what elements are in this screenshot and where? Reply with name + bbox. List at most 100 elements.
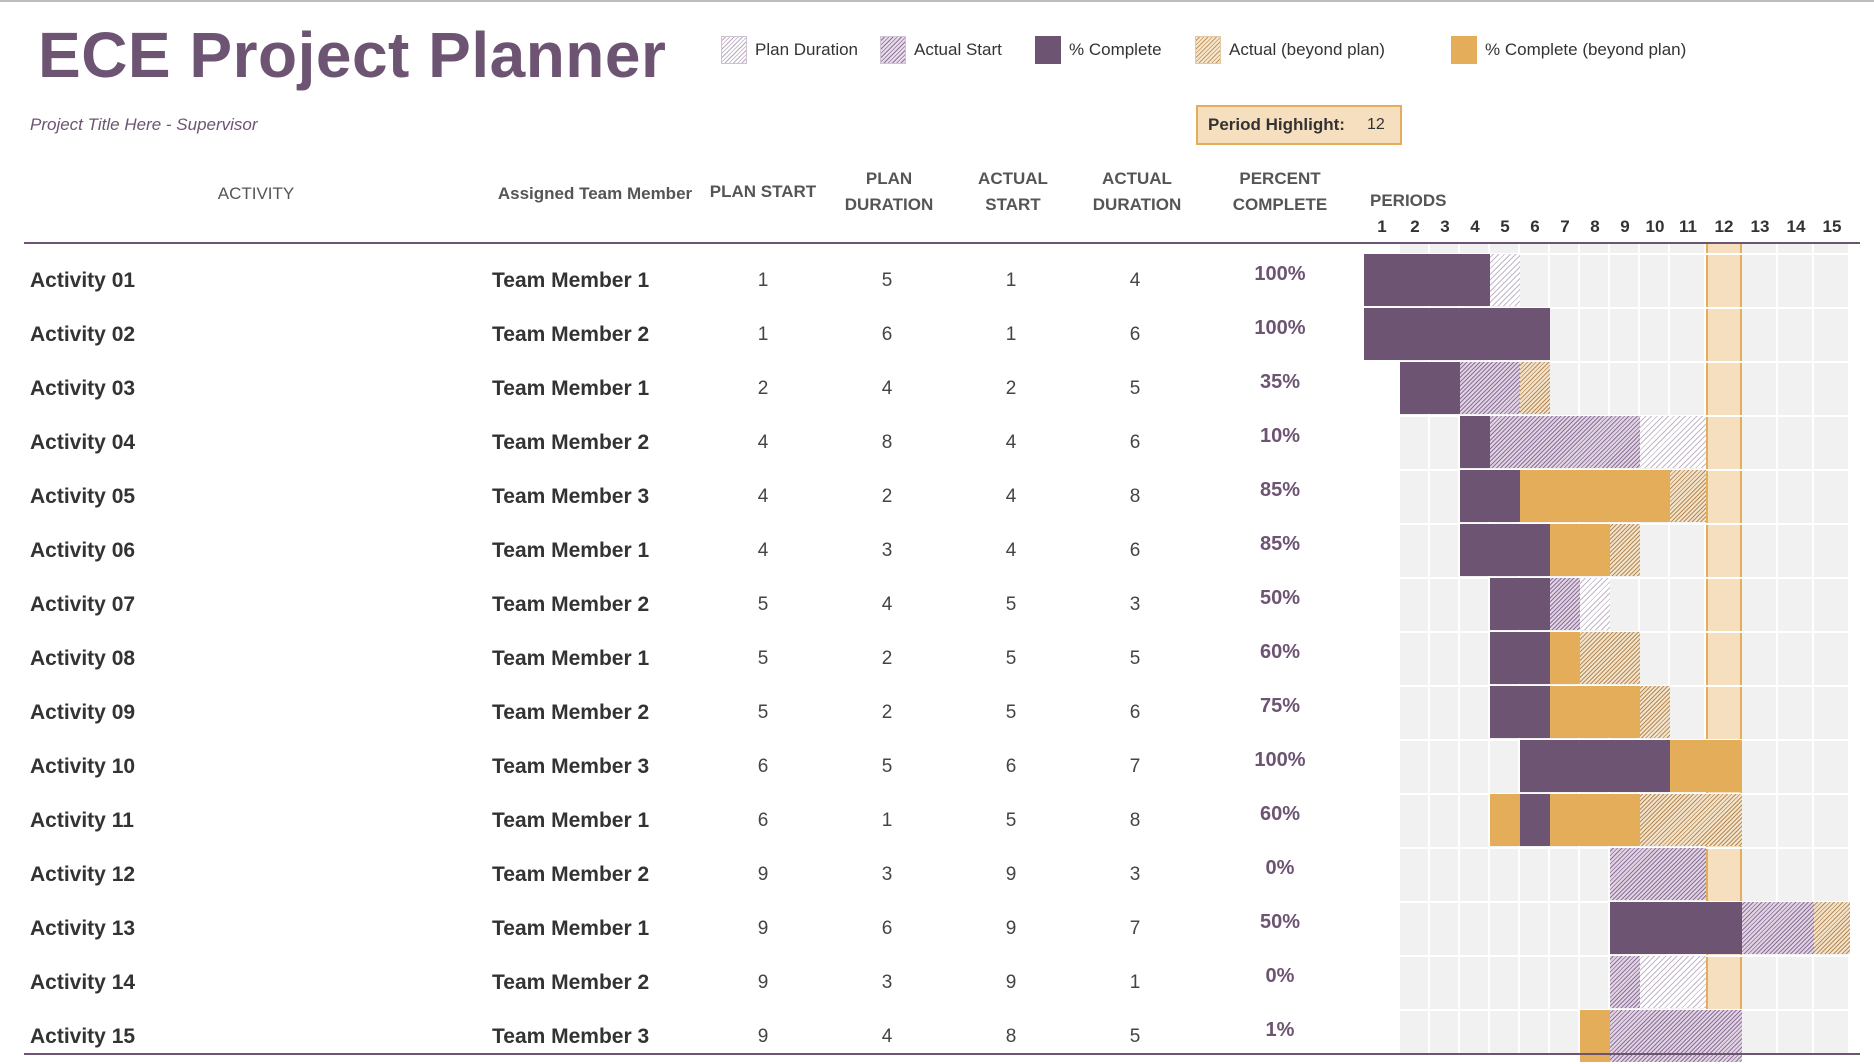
- percent-complete-value: 0%: [1265, 965, 1295, 987]
- header-percent-complete: PERCENT COMPLETE: [1225, 166, 1335, 218]
- plan-start-value: 2: [757, 378, 769, 399]
- table-row[interactable]: Activity 04 Team Member 2 4 8 4 6 10%: [0, 416, 1364, 470]
- row-separator: [1364, 361, 1860, 363]
- legend-pct-complete: % Complete: [1035, 36, 1162, 64]
- percent-beyond-bar: [1490, 794, 1520, 846]
- table-row[interactable]: Activity 03 Team Member 1 2 4 2 5 35%: [0, 362, 1364, 416]
- table-row[interactable]: Activity 15 Team Member 3 9 4 8 5 1%: [0, 1010, 1364, 1064]
- header-actual-duration: ACTUAL DURATION: [1082, 166, 1192, 218]
- percent-complete-bar: [1520, 740, 1670, 792]
- percent-complete-value: 100%: [1254, 263, 1306, 285]
- table-row[interactable]: Activity 08 Team Member 1 5 2 5 5 60%: [0, 632, 1364, 686]
- plan-start-value: 6: [757, 810, 769, 831]
- period-highlight-label: Period Highlight:: [1208, 115, 1345, 134]
- actual-beyond-bar: [1520, 362, 1550, 414]
- actual-duration-value: 6: [1129, 540, 1141, 561]
- period-highlight-value[interactable]: 12: [1366, 116, 1385, 133]
- percent-complete-value: 100%: [1254, 317, 1306, 339]
- pct-complete-swatch-icon: [1035, 36, 1061, 64]
- table-row[interactable]: Activity 05 Team Member 3 4 2 4 8 85%: [0, 470, 1364, 524]
- plan-duration-value: 4: [881, 594, 893, 615]
- percent-complete-value: 0%: [1265, 857, 1295, 879]
- actual-start-value: 4: [1005, 432, 1017, 453]
- actual-beyond-swatch-icon: [1195, 36, 1221, 64]
- header-plan-start: PLAN START: [709, 182, 817, 201]
- header-line: ACTUAL: [978, 169, 1048, 188]
- table-row[interactable]: Activity 02 Team Member 2 1 6 1 6 100%: [0, 308, 1364, 362]
- gantt-grid: [1364, 244, 1860, 1062]
- assigned-member: Team Member 1: [492, 809, 650, 832]
- activity-name: Activity 14: [30, 971, 136, 994]
- activity-name: Activity 10: [30, 755, 136, 778]
- percent-beyond-bar: [1670, 740, 1742, 792]
- actual-duration-value: 7: [1129, 756, 1141, 777]
- percent-complete-value: 10%: [1259, 425, 1301, 447]
- header-actual-start: ACTUAL START: [958, 166, 1068, 218]
- percent-complete-bar: [1460, 416, 1490, 468]
- percent-complete-value: 85%: [1259, 533, 1301, 555]
- plan-duration-value: 4: [881, 378, 893, 399]
- activity-name: Activity 07: [30, 593, 136, 616]
- assigned-member: Team Member 2: [492, 971, 650, 994]
- actual-duration-value: 7: [1129, 918, 1141, 939]
- activity-name: Activity 09: [30, 701, 136, 724]
- percent-complete-value: 75%: [1259, 695, 1301, 717]
- plan-start-value: 1: [757, 324, 769, 345]
- assigned-member: Team Member 1: [492, 917, 650, 940]
- table-row[interactable]: Activity 10 Team Member 3 6 5 6 7 100%: [0, 740, 1364, 794]
- header-line: ACTUAL: [1102, 169, 1172, 188]
- period-number: 3: [1440, 217, 1450, 236]
- percent-complete-bar: [1490, 632, 1550, 684]
- percent-complete-value: 50%: [1259, 587, 1301, 609]
- period-number: 15: [1822, 217, 1842, 236]
- plan-start-value: 1: [757, 270, 769, 291]
- percent-complete-value: 60%: [1259, 641, 1301, 663]
- actual-duration-value: 5: [1129, 648, 1141, 669]
- percent-complete-bar: [1610, 902, 1742, 954]
- legend-label: Actual (beyond plan): [1229, 40, 1385, 59]
- percent-complete-bar: [1520, 794, 1550, 846]
- plan-duration-value: 1: [881, 810, 893, 831]
- plan-start-value: 9: [757, 864, 769, 885]
- header-line: START: [985, 195, 1041, 214]
- actual-start-value: 1: [1005, 324, 1017, 345]
- plan-duration-value: 3: [881, 972, 893, 993]
- assigned-member: Team Member 1: [492, 269, 650, 292]
- table-row[interactable]: Activity 06 Team Member 1 4 3 4 6 85%: [0, 524, 1364, 578]
- legend-actual-start: Actual Start: [880, 36, 1002, 64]
- actual-start-value: 1: [1005, 270, 1017, 291]
- assigned-member: Team Member 2: [492, 593, 650, 616]
- plan-duration-value: 6: [881, 918, 893, 939]
- plan-duration-value: 4: [881, 1026, 893, 1047]
- actual-duration-value: 8: [1129, 810, 1141, 831]
- table-row[interactable]: Activity 07 Team Member 2 5 4 5 3 50%: [0, 578, 1364, 632]
- table-row[interactable]: Activity 14 Team Member 2 9 3 9 1 0%: [0, 956, 1364, 1010]
- activity-name: Activity 13: [30, 917, 136, 940]
- table-row[interactable]: Activity 11 Team Member 1 6 1 5 8 60%: [0, 794, 1364, 848]
- row-separator: [1364, 253, 1860, 255]
- legend-pct-beyond: % Complete (beyond plan): [1451, 36, 1686, 64]
- assigned-member: Team Member 3: [492, 1025, 650, 1048]
- actual-start-value: 5: [1005, 594, 1017, 615]
- top-border: [0, 0, 1874, 2]
- percent-complete-bar: [1364, 254, 1490, 306]
- period-number: 8: [1590, 217, 1600, 236]
- table-row[interactable]: Activity 13 Team Member 1 9 6 9 7 50%: [0, 902, 1364, 956]
- actual-start-value: 4: [1005, 540, 1017, 561]
- table-row[interactable]: Activity 01 Team Member 1 1 5 1 4 100%: [0, 254, 1364, 308]
- table-row[interactable]: Activity 12 Team Member 2 9 3 9 3 0%: [0, 848, 1364, 902]
- actual-duration-value: 4: [1129, 270, 1141, 291]
- header-activity: ACTIVITY: [217, 184, 295, 203]
- legend-label: % Complete: [1069, 40, 1162, 59]
- actual-start-value: 9: [1005, 864, 1017, 885]
- percent-complete-value: 100%: [1254, 749, 1306, 771]
- table-row[interactable]: Activity 09 Team Member 2 5 2 5 6 75%: [0, 686, 1364, 740]
- period-number: 4: [1470, 217, 1480, 236]
- assigned-member: Team Member 2: [492, 431, 650, 454]
- period-number: 13: [1750, 217, 1770, 236]
- period-column: [1364, 244, 1398, 1054]
- period-highlight-control[interactable]: Period Highlight: 12: [1196, 105, 1402, 145]
- actual-beyond-bar: [1814, 902, 1850, 954]
- activity-name: Activity 15: [30, 1025, 136, 1048]
- row-separator: [1364, 307, 1860, 309]
